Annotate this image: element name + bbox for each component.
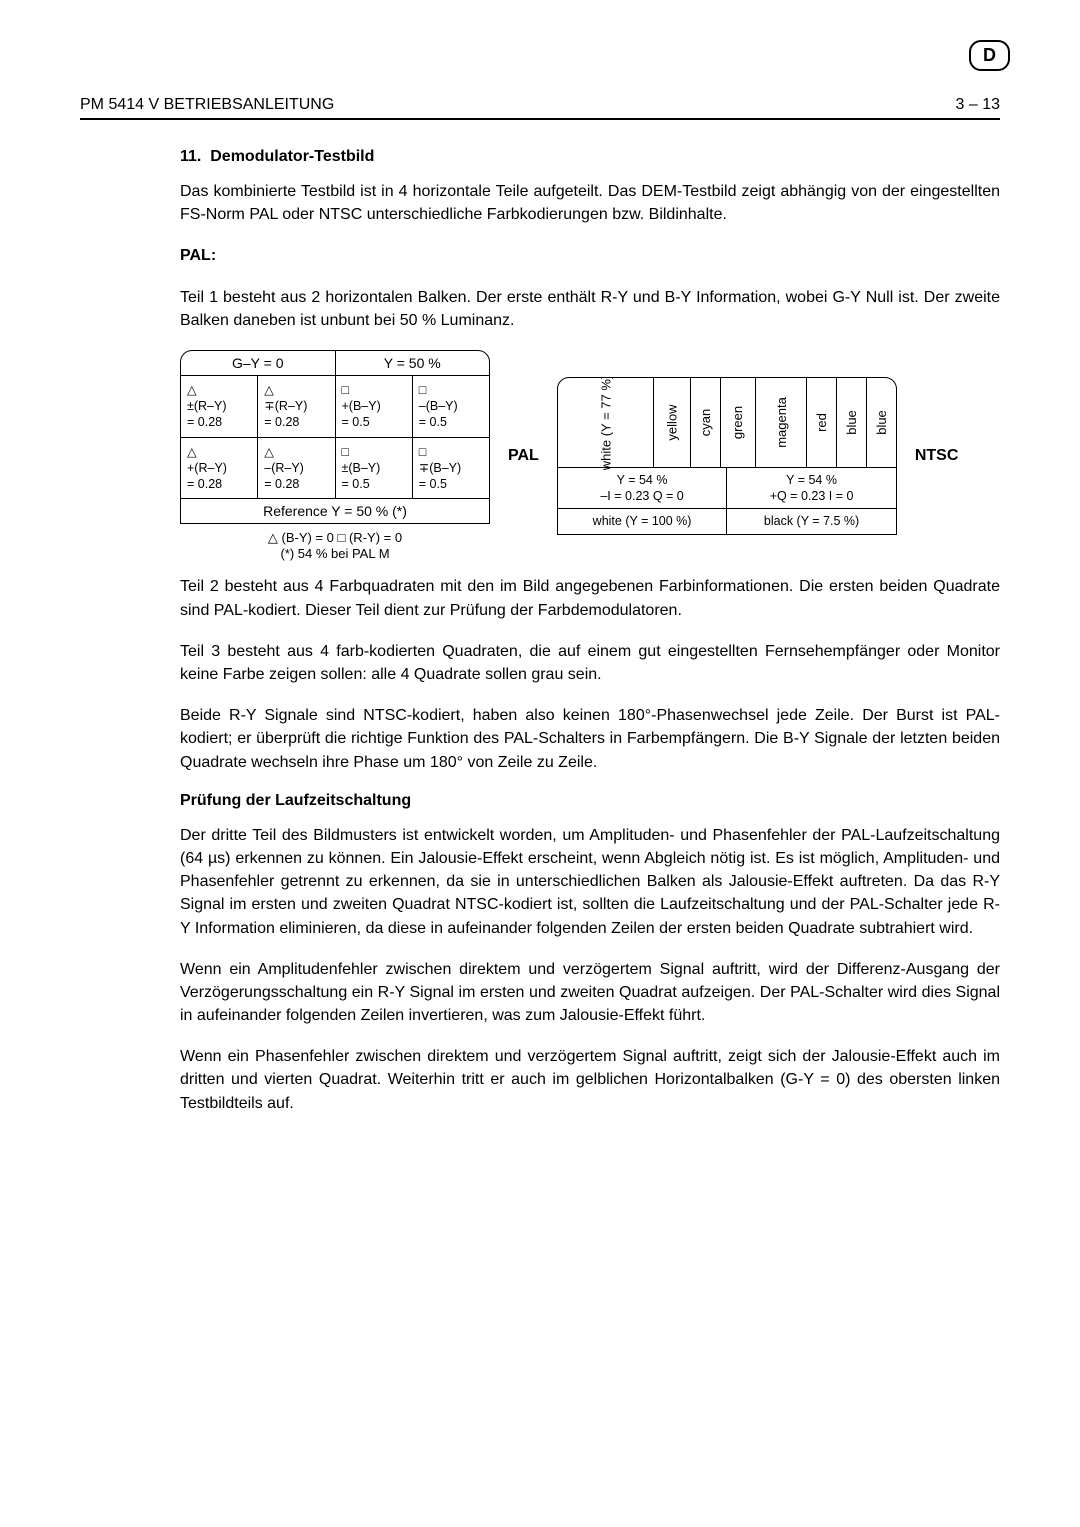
section-num: 11.	[180, 148, 201, 165]
ntsc-cell: black (Y = 7.5 %)	[727, 509, 896, 533]
pal-note: (*) 54 % bei PAL M	[180, 546, 490, 561]
ntsc-cell: blue	[837, 378, 867, 468]
header-left: PM 5414 V BETRIEBSANLEITUNG	[80, 96, 334, 114]
sub-heading: Prüfung der Laufzeitschaltung	[180, 792, 1000, 810]
ntsc-cell: magenta	[756, 378, 808, 468]
paragraph: Wenn ein Amplitudenfehler zwischen direk…	[180, 958, 1000, 1028]
section-title: 11. Demodulator-Testbild	[180, 148, 1000, 166]
paragraph: Beide R-Y Signale sind NTSC-kodiert, hab…	[180, 704, 1000, 774]
paragraph: Wenn ein Phasenfehler zwischen direktem …	[180, 1045, 1000, 1115]
pal-hdr-cell: G–Y = 0	[181, 351, 336, 376]
pal-label: PAL:	[180, 244, 1000, 267]
ntsc-table: white (Y = 77 %) yellow cyan green magen…	[557, 377, 897, 535]
ntsc-cell: white (Y = 77 %)	[558, 378, 655, 468]
pal-table: G–Y = 0 Y = 50 % △±(R–Y)= 0.28 △∓(R–Y)= …	[180, 350, 490, 525]
ntsc-cell: yellow	[654, 378, 691, 468]
paragraph: Teil 1 besteht aus 2 horizontalen Balken…	[180, 286, 1000, 332]
pal-cell: □+(B–Y)= 0.5	[336, 376, 413, 438]
pal-cell: □–(B–Y)= 0.5	[413, 376, 489, 438]
pal-cell: △±(R–Y)= 0.28	[181, 376, 258, 438]
diagram-row: G–Y = 0 Y = 50 % △±(R–Y)= 0.28 △∓(R–Y)= …	[180, 350, 1000, 562]
pal-cell: △∓(R–Y)= 0.28	[258, 376, 335, 438]
ntsc-cell: cyan	[691, 378, 721, 468]
ntsc-cell: green	[721, 378, 755, 468]
section-name: Demodulator-Testbild	[210, 148, 374, 165]
page-header: PM 5414 V BETRIEBSANLEITUNG 3 – 13	[80, 96, 1000, 120]
pal-cell: □∓(B–Y)= 0.5	[413, 438, 489, 500]
header-right: 3 – 13	[956, 96, 1000, 114]
pal-ref: Reference Y = 50 % (*)	[181, 499, 489, 523]
ntsc-cell: red	[807, 378, 837, 468]
pal-hdr-cell: Y = 50 %	[336, 351, 490, 376]
pal-note: △ (B-Y) = 0 □ (R-Y) = 0	[180, 530, 490, 546]
pal-cell: △–(R–Y)= 0.28	[258, 438, 335, 500]
lang-badge: D	[969, 40, 1010, 71]
pal-notes: △ (B-Y) = 0 □ (R-Y) = 0 (*) 54 % bei PAL…	[180, 530, 490, 561]
paragraph: Das kombinierte Testbild ist in 4 horizo…	[180, 180, 1000, 226]
ntsc-cell: Y = 54 %–I = 0.23 Q = 0	[558, 468, 728, 510]
pal-side-label: PAL	[508, 447, 539, 465]
pal-cell: △+(R–Y)= 0.28	[181, 438, 258, 500]
ntsc-cell: white (Y = 100 %)	[558, 509, 728, 533]
ntsc-cell: Y = 54 %+Q = 0.23 I = 0	[727, 468, 896, 510]
paragraph: Der dritte Teil des Bildmusters ist entw…	[180, 824, 1000, 940]
paragraph: Teil 3 besteht aus 4 farb-kodierten Quad…	[180, 640, 1000, 686]
content: 11. Demodulator-Testbild Das kombinierte…	[80, 148, 1000, 1115]
paragraph: Teil 2 besteht aus 4 Farbquadraten mit d…	[180, 575, 1000, 621]
ntsc-side-label: NTSC	[915, 447, 959, 465]
pal-cell: □±(B–Y)= 0.5	[336, 438, 413, 500]
pal-block: G–Y = 0 Y = 50 % △±(R–Y)= 0.28 △∓(R–Y)= …	[180, 350, 490, 562]
ntsc-cell: blue	[867, 378, 896, 468]
